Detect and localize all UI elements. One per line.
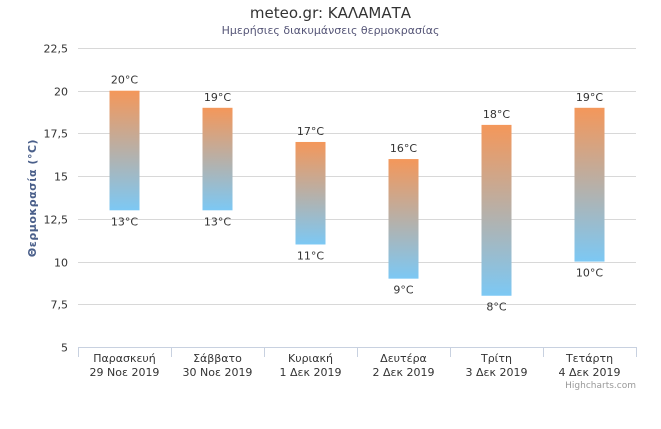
x-category-day: Τρίτη [480, 352, 512, 365]
y-tick-label: 10 [54, 257, 68, 270]
temperature-range-bar [574, 107, 605, 262]
low-temp-label: 11°C [297, 249, 324, 262]
x-category-label: Τρίτη 3 Δεκ 2019 [466, 352, 528, 379]
low-temp-label: 13°C [204, 215, 231, 228]
data-labels: 20°C 13°C 19°C 13°C 17°C 11°C 16°C 9°C 18°C 8°C 19… [111, 74, 603, 314]
chart-title: meteo.gr: ΚΑΛΑΜΑΤΑ [250, 4, 412, 22]
y-axis-title: Θερμοκρασία (°C) [26, 139, 39, 257]
x-category-date: 3 Δεκ 2019 [466, 366, 528, 379]
y-tick-label: 15 [54, 171, 68, 184]
highcharts-credits[interactable]: Highcharts.com [565, 381, 636, 391]
x-category-day: Σάββατο [193, 352, 242, 365]
low-temp-label: 9°C [393, 284, 413, 297]
low-temp-label: 10°C [576, 267, 603, 280]
x-category-date: 1 Δεκ 2019 [280, 366, 342, 379]
temperature-range-bar [388, 159, 419, 279]
x-category-day: Κυριακή [288, 352, 333, 365]
grid-lines [78, 48, 636, 348]
high-temp-label: 18°C [483, 108, 510, 121]
y-axis-ticks: 5 7,5 10 12,5 15 17,5 20 22,5 [44, 43, 69, 355]
x-category-label: Τετάρτη 4 Δεκ 2019 [559, 352, 621, 379]
x-category-label: Δευτέρα 2 Δεκ 2019 [373, 352, 435, 379]
high-temp-label: 16°C [390, 142, 417, 155]
high-temp-label: 19°C [204, 91, 231, 104]
y-tick-label: 7,5 [51, 299, 69, 312]
y-tick-label: 17,5 [44, 128, 69, 141]
y-tick-label: 22,5 [44, 43, 69, 56]
chart-subtitle: Ημερήσιες διακυμάνσεις θερμοκρασίας [222, 24, 440, 37]
x-category-label: Σάββατο 30 Νοε 2019 [183, 352, 253, 379]
temperature-range-bar [109, 90, 140, 211]
temperature-range-bar [295, 141, 326, 245]
high-temp-label: 17°C [297, 125, 324, 138]
low-temp-label: 13°C [111, 215, 138, 228]
x-category-label: Κυριακή 1 Δεκ 2019 [280, 352, 342, 379]
high-temp-label: 19°C [576, 91, 603, 104]
x-category-date: 2 Δεκ 2019 [373, 366, 435, 379]
y-tick-label: 12,5 [44, 214, 69, 227]
high-temp-label: 20°C [111, 74, 138, 87]
x-category-date: 4 Δεκ 2019 [559, 366, 621, 379]
x-axis: Παρασκευή 29 Νοε 2019 Σάββατο 30 Νοε 2019 Κυ… [78, 347, 637, 379]
temperature-range-bar [202, 107, 233, 211]
y-tick-label: 20 [54, 86, 68, 99]
x-category-label: Παρασκευή 29 Νοε 2019 [90, 352, 160, 379]
x-category-date: 30 Νοε 2019 [183, 366, 253, 379]
x-category-day: Παρασκευή [93, 352, 156, 365]
low-temp-label: 8°C [486, 301, 506, 314]
series-bars [109, 90, 605, 296]
y-tick-label: 5 [61, 342, 68, 355]
temperature-range-bar [481, 124, 512, 296]
x-category-date: 29 Νοε 2019 [90, 366, 160, 379]
x-category-day: Τετάρτη [565, 352, 613, 365]
x-category-day: Δευτέρα [380, 352, 427, 365]
